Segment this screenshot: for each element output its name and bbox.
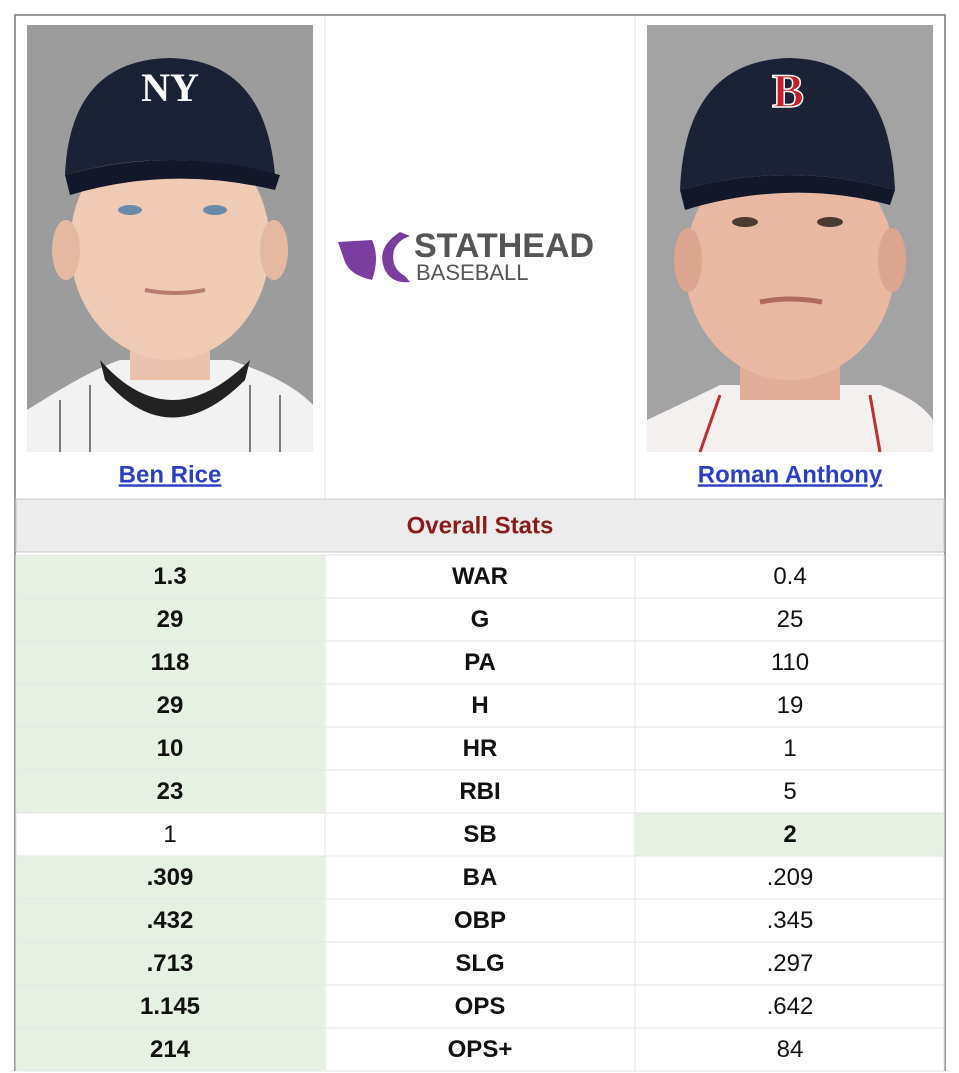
stat-value: .713 — [147, 950, 194, 977]
stat-value: 110 — [771, 649, 809, 676]
stat-name: H — [471, 692, 488, 719]
player-link[interactable]: Ben Rice — [119, 461, 222, 488]
stat-name: HR — [463, 735, 498, 762]
table-cell — [15, 683, 326, 728]
stathead-logo: STATHEAD BASEBALL — [338, 227, 594, 285]
player-photo: NY — [27, 25, 313, 452]
player-photo: B — [647, 25, 933, 453]
stat-value: 19 — [777, 692, 804, 719]
table-cell — [634, 941, 945, 986]
stat-value: 1 — [163, 821, 176, 848]
svg-text:NY: NY — [141, 65, 199, 110]
stat-value: 29 — [157, 692, 184, 719]
stat-name: SB — [463, 821, 496, 848]
stat-name: SLG — [455, 950, 504, 977]
stat-value: .432 — [147, 907, 194, 934]
stat-value: 5 — [783, 778, 796, 805]
stat-name: OPS — [455, 993, 506, 1020]
stat-name: WAR — [452, 563, 508, 590]
stat-value: 10 — [157, 735, 184, 762]
table-cell — [15, 941, 326, 986]
stat-value: .297 — [767, 950, 814, 977]
table-cell — [634, 597, 945, 642]
stat-value: .642 — [767, 993, 814, 1020]
table-cell — [324, 898, 636, 943]
stat-value: 118 — [151, 649, 190, 676]
stat-name: OBP — [454, 907, 506, 934]
stat-value: .209 — [767, 864, 814, 891]
table-cell — [15, 1027, 326, 1072]
table-cell — [324, 984, 636, 1029]
stat-value: 23 — [157, 778, 184, 805]
table-cell — [324, 554, 636, 599]
table-cell — [324, 1027, 636, 1072]
stat-value: 29 — [157, 606, 184, 633]
stat-name: OPS+ — [448, 1036, 513, 1063]
stat-name: RBI — [459, 778, 500, 805]
logo-sub: BASEBALL — [416, 260, 529, 285]
table-cell — [634, 984, 945, 1029]
table-cell — [634, 683, 945, 728]
stats-table: 1.3 WAR 0.4 29 G 25 118 PA 110 29 H 19 10 HR 1 23 RBI 5 1 S… — [15, 554, 945, 1072]
stat-value: 1.145 — [140, 993, 200, 1020]
table-cell — [324, 597, 636, 642]
table-cell — [324, 769, 636, 814]
svg-text:B: B — [772, 65, 804, 118]
stat-name: BA — [463, 864, 498, 891]
section-title: Overall Stats — [407, 512, 554, 539]
table-cell — [634, 726, 945, 771]
table-cell — [324, 855, 636, 900]
table-cell — [634, 1027, 945, 1072]
stat-name: PA — [464, 649, 496, 676]
table-cell — [634, 640, 945, 685]
table-cell — [15, 812, 326, 857]
logo-brand: STATHEAD — [414, 227, 594, 265]
stat-value: 214 — [150, 1036, 191, 1063]
table-cell — [634, 812, 945, 857]
section-header — [15, 498, 945, 553]
stat-value: 1.3 — [153, 563, 186, 590]
table-cell — [15, 554, 326, 599]
table-cell — [324, 683, 636, 728]
stat-name: G — [471, 606, 490, 633]
stat-value: .345 — [767, 907, 814, 934]
table-cell — [324, 812, 636, 857]
stat-value: 1 — [783, 735, 796, 762]
table-cell — [324, 941, 636, 986]
table-cell — [324, 726, 636, 771]
stat-value: 25 — [777, 606, 804, 633]
stat-value: 84 — [777, 1036, 804, 1063]
table-cell — [634, 898, 945, 943]
table-cell — [324, 640, 636, 685]
stat-value: 2 — [783, 821, 796, 848]
table-cell — [15, 726, 326, 771]
stat-value: .309 — [147, 864, 194, 891]
stat-value: 0.4 — [773, 563, 806, 590]
player-link[interactable]: Roman Anthony — [698, 461, 883, 488]
